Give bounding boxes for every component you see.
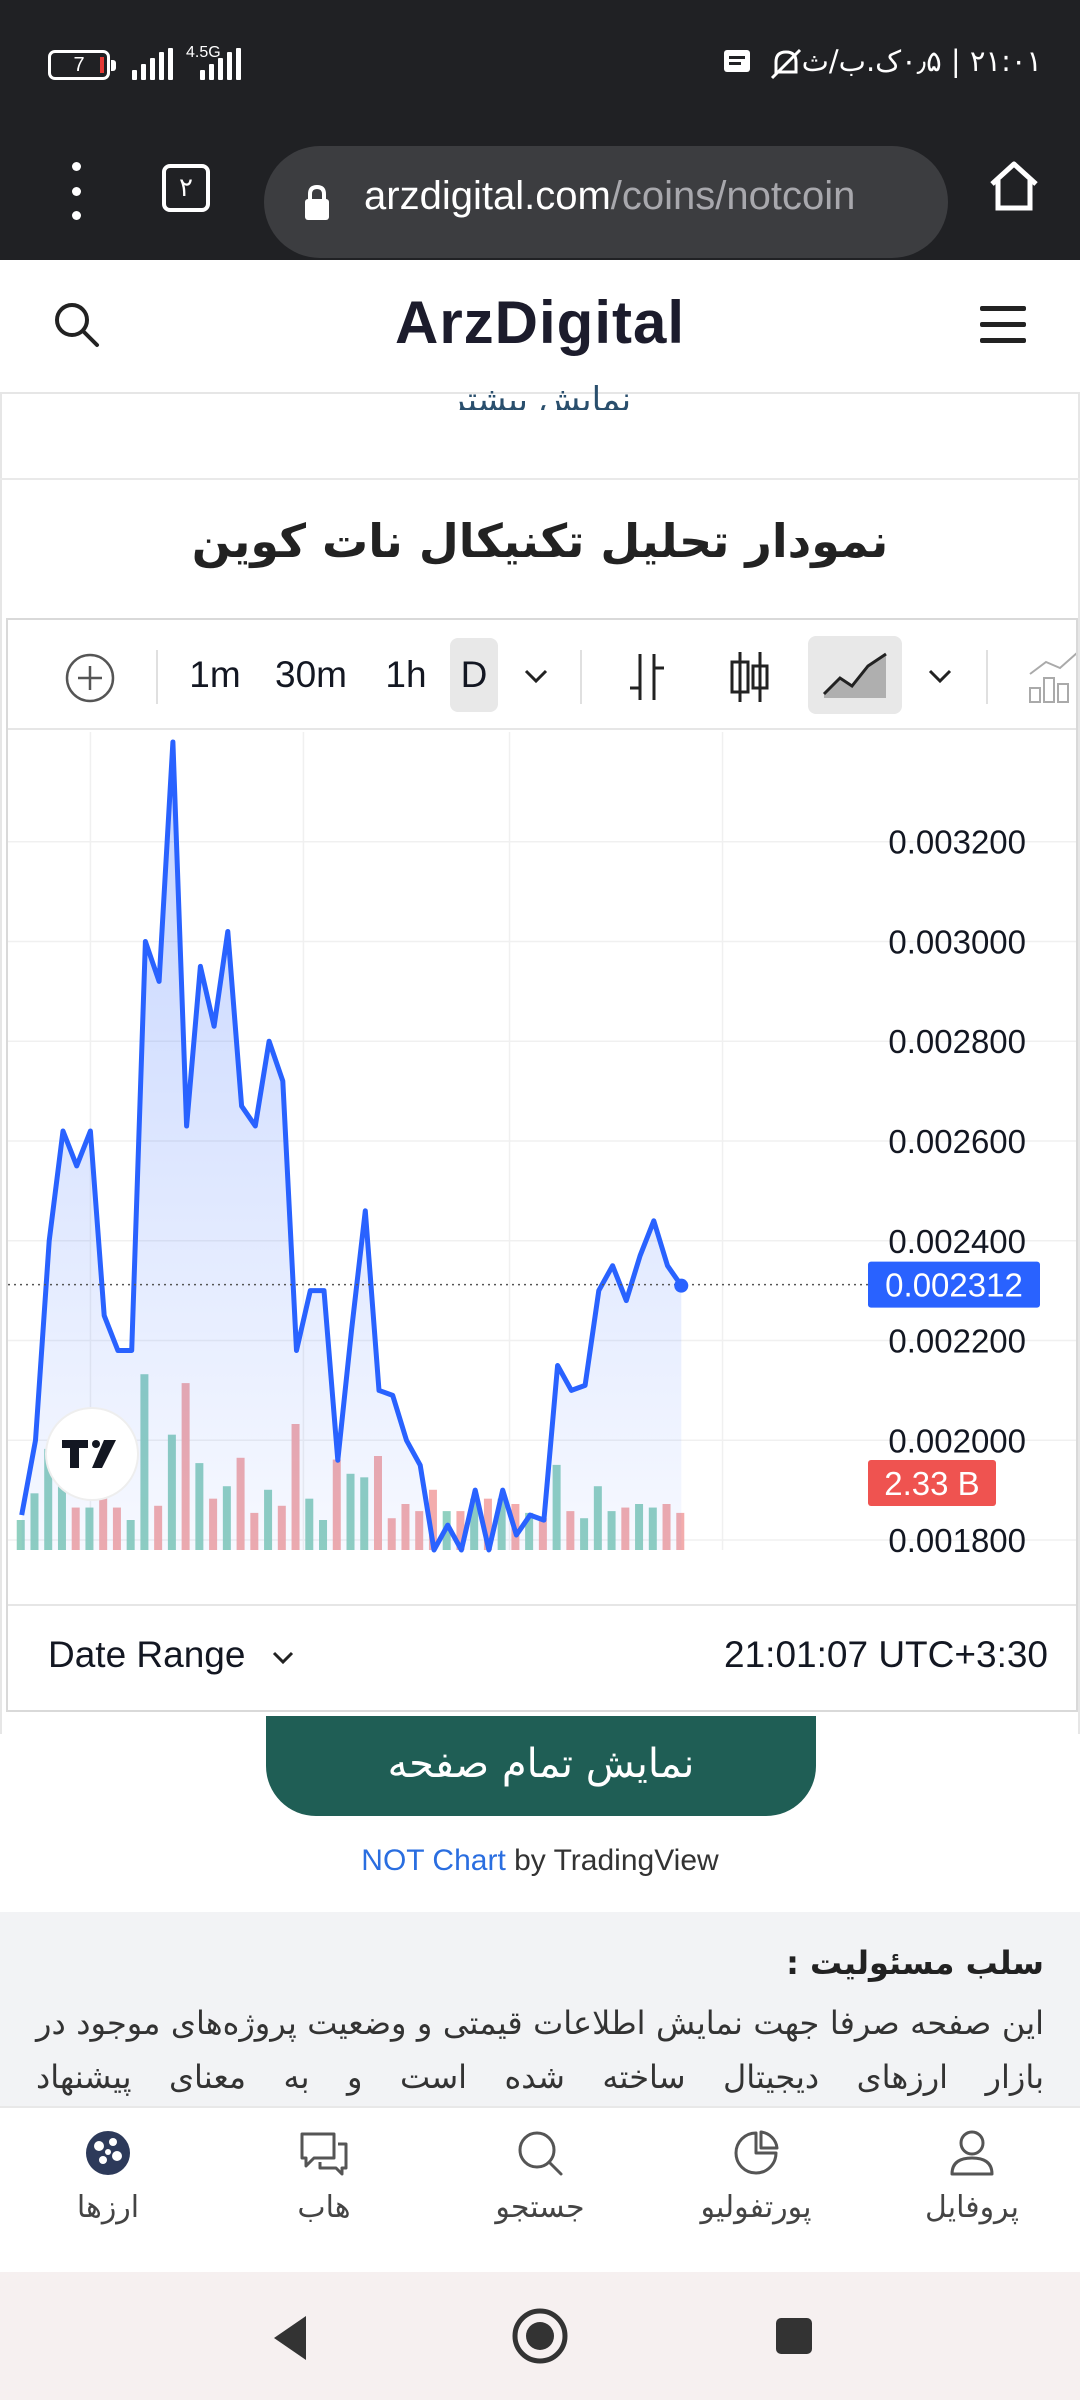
nav-hub[interactable]: هاب <box>224 2128 424 2225</box>
search-icon-nav <box>518 2131 563 2176</box>
y-tick-label: 0.002800 <box>888 1023 1026 1060</box>
volume-bar <box>456 1511 465 1550</box>
tradingview-widget: 1m 30m 1h D <box>6 618 1078 1712</box>
attribution-suffix: by TradingView <box>505 1844 719 1877</box>
hamburger-menu-icon[interactable] <box>978 302 1028 348</box>
last-price-dot <box>674 1278 689 1293</box>
price-line <box>19 739 684 1553</box>
date-range-dropdown[interactable]: Date Range <box>48 1634 296 1676</box>
volume-badge-text: 2.33 B <box>884 1465 979 1502</box>
chevron-down-icon[interactable] <box>522 666 550 686</box>
chart-section-title: نمودار تحلیل تکنیکال نات کوین <box>191 514 889 568</box>
y-tick-label: 0.003200 <box>888 824 1026 861</box>
bar-chart-style-icon[interactable] <box>622 648 672 706</box>
tab-switcher-button[interactable]: ۲ <box>162 164 210 212</box>
attribution: NOT Chart by TradingView <box>0 1844 1080 1878</box>
site-logo[interactable]: ArzDigital <box>394 289 686 356</box>
home-button-icon[interactable] <box>510 2306 570 2366</box>
area-style-button[interactable] <box>808 636 902 714</box>
price-area <box>21 742 682 1550</box>
price-chart-canvas[interactable]: 0.001800 0.002000 0.002200 0.002400 0.002600… <box>8 732 1076 1624</box>
chevron-down-icon-2[interactable] <box>926 666 954 686</box>
coins-icon <box>86 2131 130 2175</box>
site-header: ArzDigital <box>0 260 1080 394</box>
search-icon[interactable] <box>52 300 102 350</box>
lock-icon <box>305 184 329 220</box>
muted-bell-icon <box>770 48 802 80</box>
indicators-icon[interactable] <box>1026 648 1076 706</box>
url-path: /coins/notcoin <box>610 174 856 218</box>
interval-1m[interactable]: 1m <box>189 654 241 695</box>
recents-icon[interactable] <box>772 2314 816 2358</box>
battery-icon: 7 <box>48 50 116 80</box>
pie-chart-icon <box>734 2130 779 2175</box>
signal-icon-2 <box>200 48 241 80</box>
bottom-navigation: ارزها هاب جستجو پورتفولیو <box>0 2106 1080 2272</box>
user-icon <box>950 2130 994 2176</box>
browser-toolbar: ۲ arzdigital.com/coins/notcoin <box>0 124 1080 260</box>
nav-portfolio[interactable]: پورتفولیو <box>656 2128 856 2225</box>
volume-badge: 2.33 B <box>868 1460 996 1506</box>
disclaimer-title: سلب مسئولیت : <box>786 1944 1044 1982</box>
show-more-link[interactable]: نمایش بیشتر <box>448 380 632 410</box>
signal-icon <box>132 48 173 80</box>
nav-search[interactable]: جستجو <box>440 2128 640 2225</box>
address-bar[interactable]: arzdigital.com/coins/notcoin <box>264 146 948 258</box>
candles-style-icon[interactable] <box>726 648 772 706</box>
chart-time-label: 21:01:07 UTC+3:30 <box>724 1634 1048 1675</box>
chart-footer: Date Range 21:01:07 UTC+3:30 <box>8 1604 1076 1710</box>
interval-1h[interactable]: 1h <box>385 654 427 695</box>
home-icon[interactable] <box>986 158 1042 214</box>
volume-bar <box>428 1489 437 1550</box>
status-bar: 7 4.5G ۲۱:۰۱ | ۰٫۵ک.ب/ث <box>0 0 1080 124</box>
chart-toolbar: 1m 30m 1h D <box>8 620 1076 730</box>
volume-bar <box>16 1520 25 1550</box>
area-chart-icon <box>822 652 887 698</box>
back-icon[interactable] <box>266 2312 312 2364</box>
y-tick-label: 0.002600 <box>888 1123 1026 1160</box>
y-tick-label: 0.002000 <box>888 1422 1026 1459</box>
notification-icon <box>724 50 750 72</box>
tradingview-logo[interactable] <box>45 1407 139 1501</box>
nav-label-portfolio: پورتفولیو <box>700 2190 812 2225</box>
price-badge-text: 0.002312 <box>885 1267 1023 1304</box>
browser-menu-icon[interactable] <box>66 156 86 226</box>
status-time: ۲۱:۰۱ | ۰٫۵ک.ب/ث <box>801 44 1042 78</box>
nav-label-hub: هاب <box>297 2190 351 2225</box>
network-type-label: 4.5G <box>186 44 221 61</box>
price-chart[interactable]: 0.001800 0.002000 0.002200 0.002400 0.002600… <box>8 732 1076 1624</box>
interval-d[interactable]: D <box>450 638 498 712</box>
date-range-label: Date Range <box>48 1634 246 1675</box>
full-page-button[interactable]: نمایش تمام صفحه <box>266 1716 816 1816</box>
url-text: arzdigital.com/coins/notcoin <box>364 174 855 219</box>
nav-label-search: جستجو <box>495 2190 585 2225</box>
disclaimer-section: سلب مسئولیت : این صفحه صرفا جهت نمایش اط… <box>0 1912 1080 2106</box>
nav-label-coins: ارزها <box>76 2190 140 2225</box>
battery-level: 7 <box>73 54 85 76</box>
price-badge: 0.002312 <box>868 1261 1040 1308</box>
chevron-down-icon-3 <box>272 1651 293 1665</box>
y-tick-label: 0.002400 <box>888 1223 1026 1260</box>
y-tick-label: 0.003000 <box>888 923 1026 960</box>
y-tick-label: 0.001800 <box>888 1522 1026 1559</box>
nav-coins[interactable]: ارزها <box>8 2128 208 2225</box>
volume-bar <box>483 1498 492 1550</box>
url-host: arzdigital.com <box>364 174 611 218</box>
y-tick-label: 0.002200 <box>888 1323 1026 1360</box>
nav-label-profile: پروفایل <box>925 2190 1019 2225</box>
disclaimer-text: این صفحه صرفا جهت نمایش اطلاعات قیمتی و … <box>36 2004 1044 2096</box>
add-indicator-icon[interactable] <box>64 652 116 704</box>
android-navigation-bar <box>0 2272 1080 2400</box>
nav-profile[interactable]: پروفایل <box>872 2128 1072 2225</box>
not-chart-link[interactable]: NOT Chart <box>361 1844 506 1877</box>
chat-icon <box>300 2132 348 2176</box>
interval-30m[interactable]: 30m <box>275 654 347 695</box>
